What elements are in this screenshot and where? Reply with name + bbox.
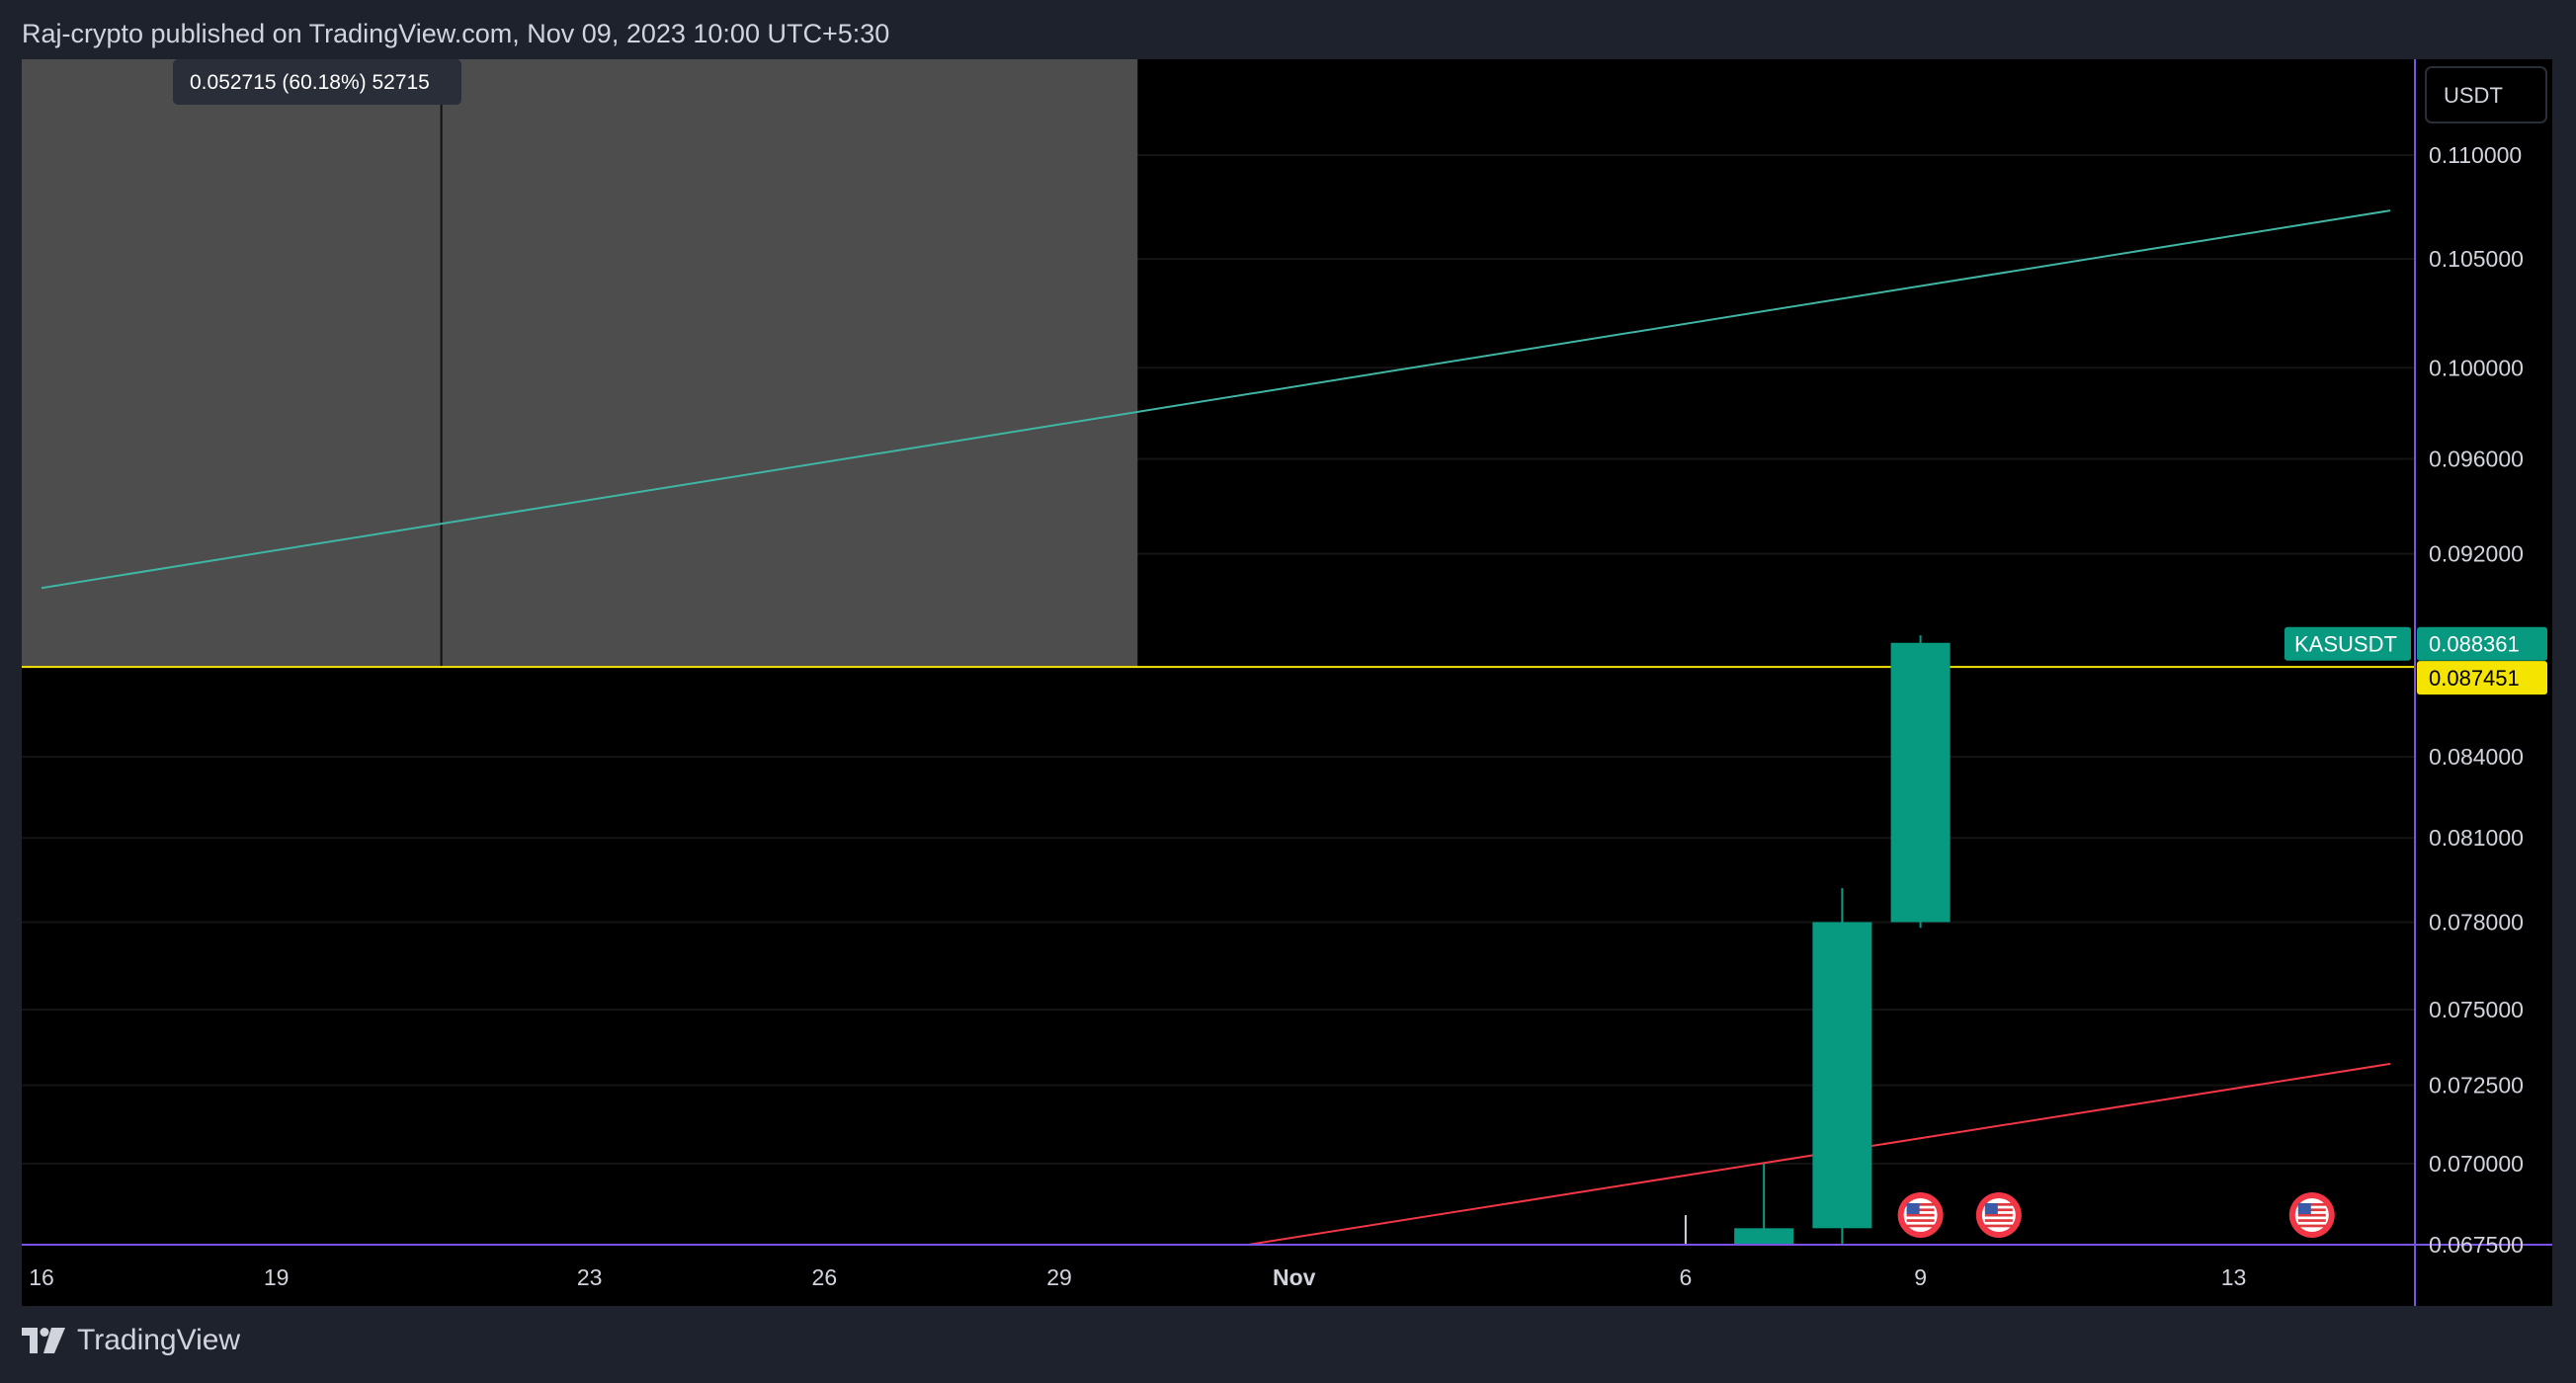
us-flag-icon[interactable] (2288, 1192, 2335, 1238)
price-tick-label: 0.096000 (2429, 446, 2524, 471)
price-tick-label: 0.100000 (2429, 355, 2524, 380)
symbol-price-label: KASUSDT 0.088361 (2285, 626, 2547, 661)
time-tick-label: 16 (29, 1264, 54, 1290)
us-flag-icon[interactable] (1897, 1192, 1944, 1238)
price-tick-label: 0.092000 (2429, 541, 2524, 567)
candle[interactable] (1890, 635, 1951, 929)
time-axis-ticks: 16 19 23 26 29 Nov 6 9 13 (29, 1264, 2246, 1290)
footer: TradingView (22, 1324, 240, 1357)
currency-button[interactable]: USDT (2425, 66, 2547, 123)
time-axis-panel[interactable] (22, 1245, 2552, 1306)
price-tick-label: 0.084000 (2429, 744, 2524, 770)
time-tick-label: 29 (1046, 1264, 1072, 1290)
chart-frame[interactable]: USDT 0.110000 0.105000 0.100000 0.096000 0.0… (22, 59, 2552, 1306)
price-tick-label: 0.081000 (2429, 825, 2524, 851)
price-tick-label: 0.078000 (2429, 909, 2524, 935)
candle-body (1734, 1228, 1794, 1245)
brand-name[interactable]: TradingView (77, 1324, 241, 1356)
candle-body (1812, 922, 1872, 1229)
publish-info: Raj-crypto published on TradingView.com,… (22, 19, 890, 48)
time-tick-label: 9 (1914, 1264, 1927, 1290)
currency-label: USDT (2444, 83, 2503, 108)
teal-trendline[interactable] (41, 209, 2391, 590)
price-tick-label: 0.105000 (2429, 246, 2524, 272)
time-tick-label: 6 (1680, 1264, 1693, 1290)
event-markers[interactable] (1897, 1192, 2335, 1238)
time-tick-label: Nov (1273, 1264, 1316, 1290)
symbol-name: KASUSDT (2294, 632, 2397, 657)
price-tick-label: 0.075000 (2429, 997, 2524, 1022)
time-tick-label: 26 (812, 1264, 838, 1290)
measure-tooltip: 0.052715 (60.18%) 52715 (173, 59, 461, 105)
price-tick-label: 0.072500 (2429, 1073, 2524, 1098)
horizontal-line-price-label: 0.087451 (2417, 661, 2547, 695)
symbol-price: 0.088361 (2429, 632, 2520, 657)
us-flag-icon[interactable] (1975, 1192, 2022, 1238)
measure-tooltip-text: 0.052715 (60.18%) 52715 (190, 71, 430, 94)
price-tick-label: 0.067500 (2429, 1232, 2524, 1258)
price-axis-ticks: 0.110000 0.105000 0.100000 0.096000 0.092000… (2429, 142, 2524, 1258)
candles (1528, 635, 1951, 1278)
price-tick-label: 0.110000 (2429, 142, 2522, 168)
candle-body (1890, 642, 1951, 923)
price-tick-label: 0.070000 (2429, 1151, 2524, 1177)
tradingview-logo-icon[interactable] (22, 1328, 65, 1353)
time-tick-label: 19 (264, 1264, 290, 1290)
measure-selection[interactable] (22, 59, 1138, 668)
horizontal-line-price: 0.087451 (2429, 666, 2520, 691)
candle[interactable] (1734, 1163, 1794, 1245)
candle[interactable] (1812, 887, 1872, 1245)
time-tick-label: 13 (2221, 1264, 2247, 1290)
price-chart[interactable]: USDT 0.110000 0.105000 0.100000 0.096000 0.0… (22, 59, 2552, 1306)
time-tick-label: 23 (577, 1264, 603, 1290)
